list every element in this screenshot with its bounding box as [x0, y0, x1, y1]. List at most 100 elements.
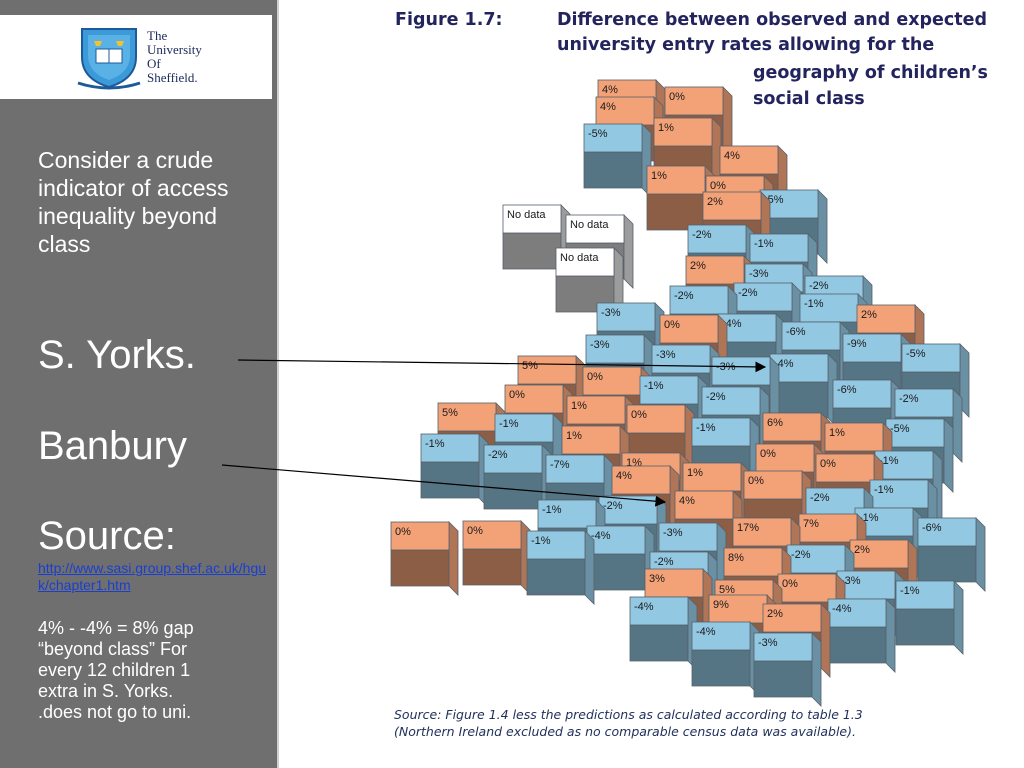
block-top-face — [762, 412, 822, 442]
block-value-label: 4% — [600, 101, 616, 113]
block-top-face — [586, 525, 646, 555]
block-value-label: -2% — [654, 556, 674, 568]
logo-line: Sheffield. — [147, 70, 198, 85]
block-top-face — [646, 165, 706, 195]
block-value-label: 0% — [509, 389, 525, 401]
block-front-face — [526, 558, 586, 596]
block-top-face — [390, 521, 450, 551]
region-block: -5% — [583, 123, 652, 198]
banbury-arrow — [221, 464, 667, 507]
block-value-label: 2% — [854, 544, 870, 556]
block-front-face — [462, 548, 522, 586]
block-value-label: 0% — [669, 91, 685, 103]
block-value-label: -4% — [591, 530, 611, 542]
figure-title-line: geography of children’s — [753, 63, 988, 83]
source-line: (Northern Ireland excluded as no compara… — [394, 724, 856, 739]
block-top-face — [651, 344, 711, 374]
block-top-face — [504, 384, 564, 414]
block-value-label: 2% — [861, 309, 877, 321]
block-value-label: -3% — [758, 637, 778, 649]
block-value-label: 0% — [664, 319, 680, 331]
block-top-face — [885, 418, 945, 448]
region-block: -4% — [827, 598, 896, 673]
block-top-face — [462, 520, 522, 550]
block-value-label: 5% — [442, 407, 458, 419]
block-top-face — [555, 247, 615, 277]
block-value-label: 0% — [631, 409, 647, 421]
block-top-face — [701, 386, 761, 416]
block-value-label: 1% — [829, 427, 845, 439]
region-block: -4% — [586, 525, 655, 600]
sidebar-panel: The University Of Sheffield. Consider a … — [0, 0, 279, 768]
block-value-label: 4% — [679, 495, 695, 507]
block-top-face — [691, 417, 751, 447]
block-value-label: -1% — [499, 418, 519, 430]
block-side-face — [952, 388, 963, 463]
block-value-label: 0% — [587, 371, 603, 383]
block-value-label: 4% — [602, 84, 618, 96]
block-side-face — [817, 189, 828, 264]
block-top-face — [687, 224, 747, 254]
block-top-face — [626, 404, 686, 434]
block-value-label: -1% — [644, 380, 664, 392]
note-line: 4% - -4% = 8% gap — [38, 618, 194, 638]
block-top-face — [799, 293, 859, 323]
block-value-label: 4% — [616, 470, 632, 482]
logo-line: Of — [147, 56, 161, 71]
source-line: Source: Figure 1.4 less the predictions … — [394, 707, 863, 722]
block-value-label: -3% — [841, 575, 861, 587]
block-top-face — [653, 117, 713, 147]
south-yorkshire-label: S. Yorks. — [38, 333, 196, 377]
block-value-label: -2% — [706, 391, 726, 403]
block-value-label: -5% — [906, 348, 926, 360]
block-value-label: 17% — [737, 522, 759, 534]
block-side-face — [623, 214, 634, 289]
block-top-face — [717, 313, 777, 343]
block-top-face — [595, 96, 655, 126]
block-front-face — [502, 232, 562, 270]
block-value-label: 0% — [710, 180, 726, 192]
crest-icon — [77, 28, 141, 90]
figure-title-line: Difference between observed and expected — [557, 10, 988, 30]
block-value-label: 1% — [687, 467, 703, 479]
region-block: -3% — [753, 632, 822, 707]
block-value-label: 5% — [719, 584, 735, 596]
block-value-label: -1% — [900, 585, 920, 597]
block-value-label: -2% — [692, 229, 712, 241]
block-front-face — [390, 549, 450, 587]
block-value-label: 2% — [767, 608, 783, 620]
block-top-face — [494, 413, 554, 443]
logo-wordmark: The University Of Sheffield. — [147, 29, 202, 85]
block-front-face — [691, 649, 751, 687]
block-top-face — [502, 204, 562, 234]
block-top-face — [565, 214, 625, 244]
block-top-face — [659, 314, 719, 344]
block-top-face — [585, 334, 645, 364]
block-value-label: 9% — [713, 599, 729, 611]
block-top-face — [827, 598, 887, 628]
block-top-face — [629, 596, 689, 626]
block-value-label: 0% — [748, 475, 764, 487]
block-value-label: -1% — [531, 535, 551, 547]
block-top-face — [815, 453, 875, 483]
figure-title-line: social class — [753, 89, 865, 109]
block-top-face — [856, 304, 916, 334]
block-value-label: No data — [507, 209, 546, 221]
block-top-face — [798, 513, 858, 543]
block-front-face — [420, 461, 480, 499]
note-line: every 12 children 1 — [38, 660, 191, 680]
block-value-label: -6% — [922, 522, 942, 534]
block-top-face — [596, 302, 656, 332]
block-value-label: 0% — [395, 526, 411, 538]
region-block: -1% — [526, 530, 595, 605]
block-top-face — [895, 580, 955, 610]
block-side-face — [448, 521, 459, 596]
block-top-face — [691, 621, 751, 651]
block-top-face — [708, 594, 768, 624]
block-value-label: -4% — [832, 603, 852, 615]
region-block: -1% — [895, 580, 964, 655]
block-value-label: -3% — [656, 349, 676, 361]
block-top-face — [786, 544, 846, 574]
source-link[interactable]: http://www.sasi.group.shef.ac.uk/hguk/ch… — [38, 560, 267, 593]
